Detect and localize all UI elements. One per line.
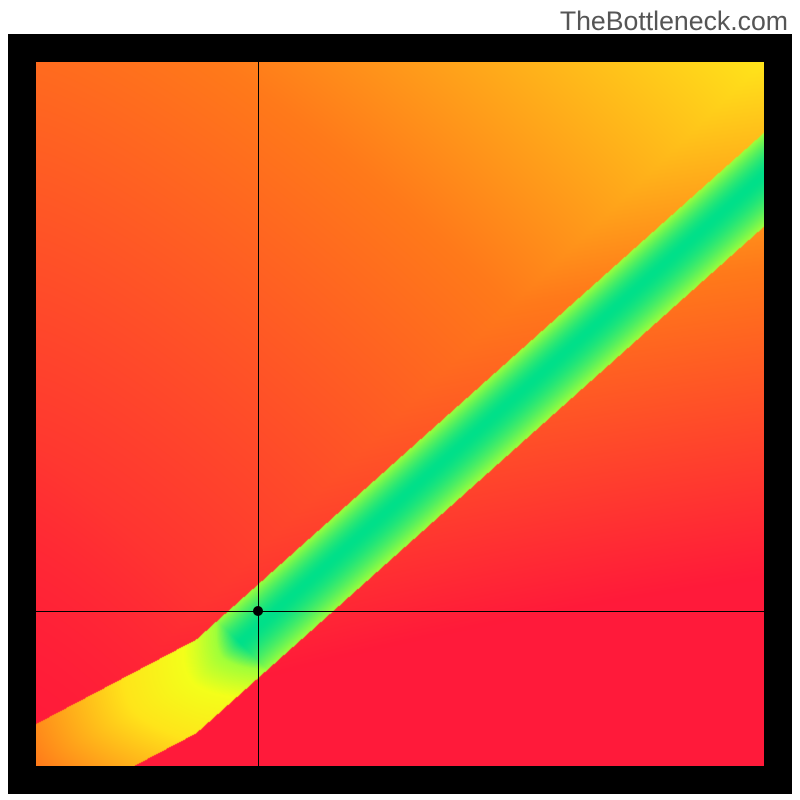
heatmap-canvas [36,62,764,766]
crosshair-vertical [258,62,259,766]
crosshair-horizontal [36,611,764,612]
figure-root: TheBottleneck.com [0,0,800,800]
watermark-text: TheBottleneck.com [560,6,788,37]
